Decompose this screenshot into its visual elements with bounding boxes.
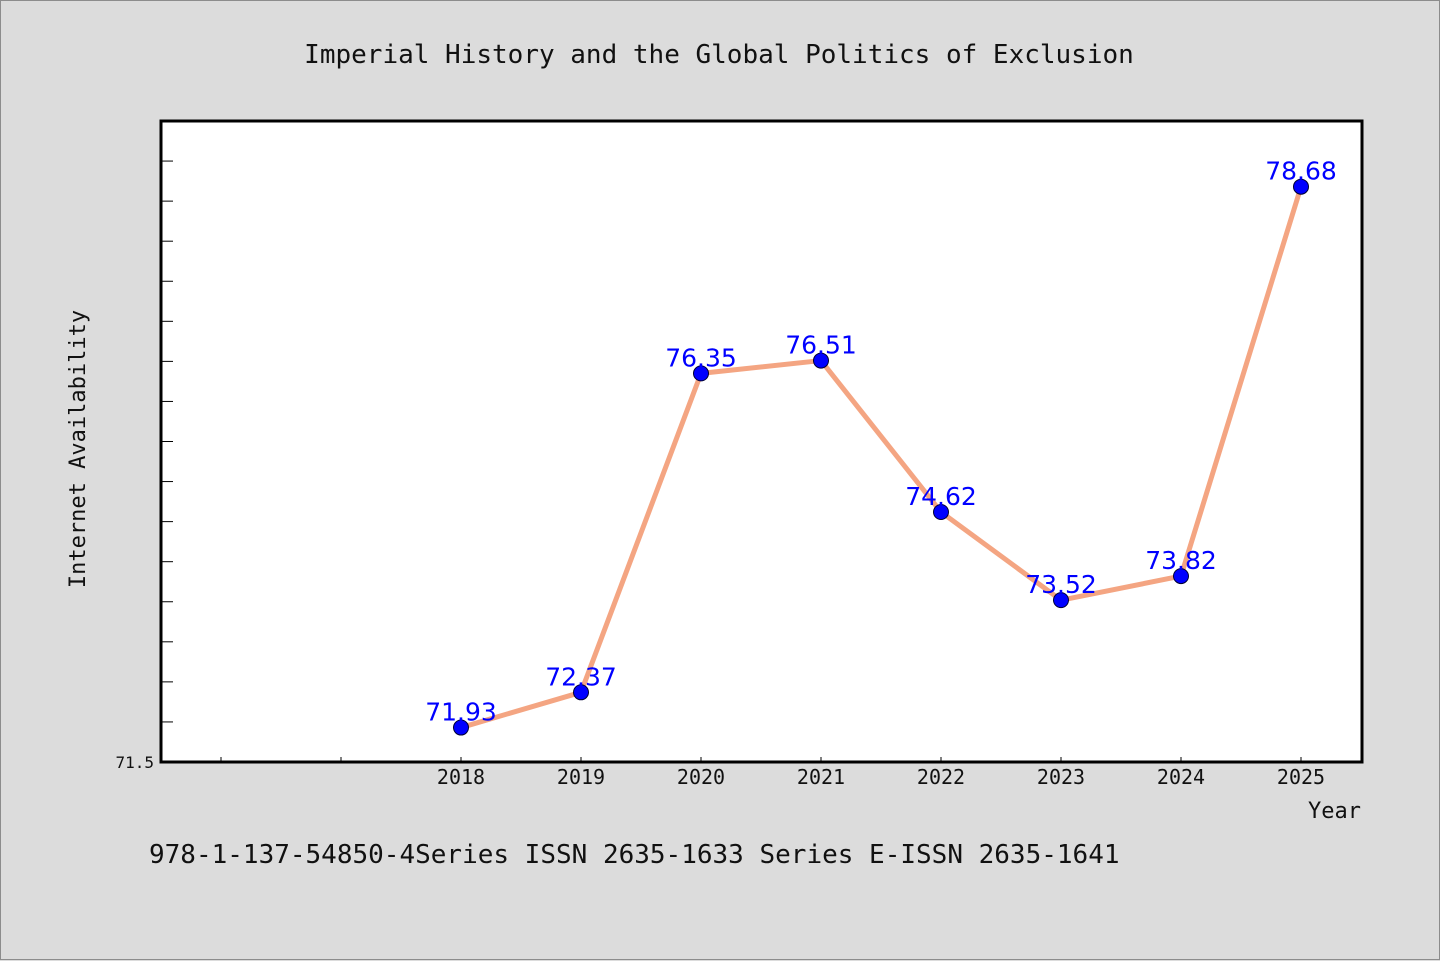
data-point-marker bbox=[453, 719, 469, 736]
x-tick-label: 2021 bbox=[797, 765, 845, 789]
x-tick-label: 2025 bbox=[1277, 765, 1325, 789]
x-axis-title: Year bbox=[1308, 799, 1361, 824]
x-tick-labels: 2018 2019 2020 2021 2022 2023 2024 2025 bbox=[437, 765, 1325, 789]
data-label: 78.68 bbox=[1265, 157, 1337, 186]
data-label: 76.51 bbox=[785, 331, 857, 360]
y-minor-ticks bbox=[161, 160, 173, 723]
x-tick-label: 2019 bbox=[557, 765, 605, 789]
y-axis-title: Internet Availability bbox=[66, 310, 91, 588]
x-tick-label: 2024 bbox=[1157, 765, 1205, 789]
data-label: 73.52 bbox=[1025, 570, 1097, 599]
data-point-marker bbox=[933, 504, 949, 521]
y-tick-label: 71.5 bbox=[115, 753, 154, 772]
data-point-marker bbox=[573, 684, 589, 701]
data-label: 74.62 bbox=[905, 482, 977, 511]
series-line bbox=[458, 184, 1304, 731]
footer-isbn-issn: 978-1-137-54850-4Series ISSN 2635-1633 S… bbox=[149, 840, 1120, 870]
data-label: 73.82 bbox=[1145, 546, 1217, 575]
series-layer: 71.93 72.37 76.35 76.51 74.62 73.52 73.82 78.68 bbox=[425, 157, 1337, 736]
x-tick-label: 2020 bbox=[677, 765, 725, 789]
data-label: 72.37 bbox=[545, 662, 617, 691]
data-point-marker bbox=[1053, 592, 1069, 609]
data-point-marker bbox=[1293, 178, 1309, 195]
x-tick-label: 2023 bbox=[1037, 765, 1085, 789]
chart-title: Imperial History and the Global Politics… bbox=[304, 40, 1134, 70]
data-label: 76.35 bbox=[665, 343, 737, 372]
data-point-marker bbox=[1173, 568, 1189, 585]
plot-area bbox=[161, 121, 1362, 762]
data-point-marker bbox=[813, 352, 829, 369]
data-point-marker bbox=[693, 365, 709, 382]
x-tick-label: 2018 bbox=[437, 765, 485, 789]
data-label: 71.93 bbox=[425, 698, 497, 727]
x-tick-label: 2022 bbox=[917, 765, 965, 789]
plot-border bbox=[159, 119, 1364, 764]
